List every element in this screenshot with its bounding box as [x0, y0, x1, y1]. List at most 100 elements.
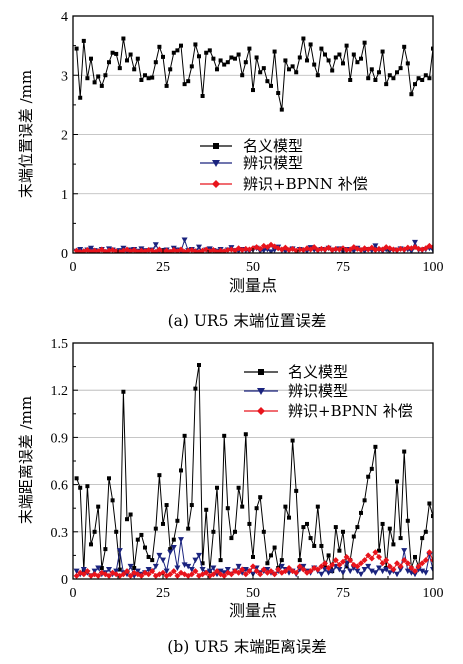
chart-b-series-bpnn-point [214, 568, 220, 575]
chart-b-series-nominal-point [204, 507, 209, 512]
chart-b-series-nominal-point [366, 474, 371, 479]
chart-b-series-bpnn-point [376, 553, 382, 560]
chart-a-series-nominal-point [344, 43, 349, 48]
chart-b-series-bpnn-point [379, 560, 386, 567]
chart-b-series-identified-point [106, 567, 112, 573]
chart-b-series-identified-point [181, 562, 188, 568]
chart-b-series-bpnn-point [347, 557, 354, 564]
chart-a-series-nominal-point [402, 44, 407, 49]
chart-b-series-nominal-point [272, 545, 277, 550]
chart-a-series-nominal-point [387, 73, 392, 78]
chart-b-series-nominal-point [420, 536, 425, 541]
chart-b-series-nominal-point [179, 468, 183, 473]
chart-b-xtick-label: 50 [246, 586, 260, 601]
chart-b-series-nominal-point [326, 553, 331, 558]
chart-a-series-nominal-point [319, 46, 324, 51]
chart-a-series-nominal-point [164, 83, 169, 88]
chart-b-series-nominal-point [312, 543, 317, 548]
chart-b-series-bpnn-point [275, 566, 282, 573]
chart-b-series-nominal-point [431, 514, 433, 519]
chart-a-series-bpnn-point [376, 245, 382, 252]
chart-a-series-nominal-point [89, 56, 93, 61]
chart-b-series-bpnn-point [268, 568, 274, 575]
chart-b-series-bpnn-point [422, 557, 429, 564]
chart-b-series-nominal-point [359, 510, 363, 515]
chart-b-series-nominal-point [341, 529, 345, 534]
chart-b-series-identified-point [192, 557, 199, 564]
chart-b-series-identified-point [160, 557, 166, 564]
chart-b-series-identified-point [419, 568, 426, 575]
chart-b-series-identified-point [372, 570, 379, 576]
chart-b-series-identified-point [174, 565, 181, 571]
chart-a-series-nominal-point [276, 91, 281, 96]
chart-a-series-nominal-point [308, 42, 313, 47]
chart-b-series-bpnn-point [332, 557, 339, 564]
chart-a-series-bpnn-point [394, 247, 400, 253]
chart-b-series-nominal-point [297, 558, 302, 563]
chart-a-series-nominal-point [179, 43, 183, 48]
chart-b-series-bpnn-point [221, 572, 228, 579]
chart-b-series-nominal-point [333, 525, 338, 530]
chart-b-series-nominal-point [240, 504, 245, 509]
chart-b-series-bpnn-point [372, 549, 379, 556]
chart-a-series-nominal-point [377, 70, 381, 75]
chart-b-series-bpnn-point [235, 569, 242, 576]
chart-b-series-bpnn-point [228, 571, 235, 578]
chart-b-series-bpnn-point [271, 571, 278, 578]
chart-b-series-bpnn-point [120, 571, 127, 578]
chart-b-series-identified-point [368, 568, 375, 575]
chart-b-series-bpnn-point [160, 569, 166, 576]
chart-a-series-identified-point [88, 245, 94, 252]
chart-b-series-bpnn-point [386, 563, 393, 570]
chart-b-series-identified-point [214, 571, 220, 578]
chart-b-series-identified-point [156, 552, 163, 559]
chart-a-series-nominal-point [369, 67, 374, 72]
chart-b-series-bpnn-point [246, 568, 253, 575]
chart-b-ticks: 0 0.3 0.6 0.9 1.2 1.5 0 25 50 75 100 [51, 337, 444, 601]
chart-a-series-nominal-point [78, 95, 83, 100]
chart-b-series-identified-point [152, 563, 159, 570]
chart-a-series-nominal-point [110, 50, 115, 55]
chart-a-series-nominal-point [297, 55, 302, 60]
chart-b-series-identified-point [185, 563, 192, 570]
chart-a-series-nominal-point [423, 73, 428, 78]
chart-b-series-nominal-point [283, 504, 288, 509]
chart-a-series-nominal-point [330, 68, 335, 73]
chart-b-series-nominal-point [114, 529, 119, 534]
chart-a-series-bpnn-point [343, 247, 350, 253]
chart-a-legend-item-nominal: 名义模型 [200, 137, 303, 155]
chart-a-series-nominal-point [171, 50, 176, 55]
chart-b-series-nominal-point [243, 432, 248, 437]
chart-b-legend-item-identified: 辨识模型 [244, 382, 348, 400]
chart-b-series-nominal-point [189, 503, 194, 508]
chart-b-series-identified-point [170, 545, 177, 551]
chart-a-series-bpnn-point [404, 244, 411, 251]
chart-a-series-nominal-point [153, 60, 158, 65]
chart-b-series-identified-point [404, 568, 411, 575]
chart-b-series-nominal-point [287, 515, 291, 520]
chart-a-series-nominal-point [312, 62, 317, 67]
chart-b-series-identified-point [394, 571, 400, 578]
chart-a-series-bpnn-point [214, 248, 220, 253]
chart-a-series-nominal-point [96, 74, 101, 79]
chart-a-series-nominal-point [269, 83, 273, 88]
chart-a-series-nominal-point [211, 56, 216, 61]
chart-b-series-bpnn-point [239, 566, 246, 573]
chart-a-series-nominal-point [323, 52, 327, 57]
chart-b-series-nominal-point [369, 466, 374, 471]
chart-a-series-nominal-point [265, 79, 270, 84]
chart-a-series-bpnn-point [332, 245, 339, 252]
chart-a-ytick-label: 1 [61, 188, 68, 203]
chart-a-series-nominal-point [283, 58, 288, 63]
chart-b-series-bpnn-point [242, 571, 249, 578]
chart-a-series-bpnn-point [415, 245, 422, 252]
chart-a-series-nominal-point [341, 61, 345, 66]
chart-a-series-bpnn-point [199, 247, 206, 253]
chart-a-series-nominal-point [222, 62, 227, 67]
chart-b-series-nominal-point [413, 554, 417, 559]
chart-b-series-nominal-point [89, 542, 93, 547]
chart-b-series-bpnn-point [253, 568, 260, 575]
chart-b-series-bpnn-point [260, 566, 267, 573]
chart-b-series-identified-point [167, 549, 174, 556]
